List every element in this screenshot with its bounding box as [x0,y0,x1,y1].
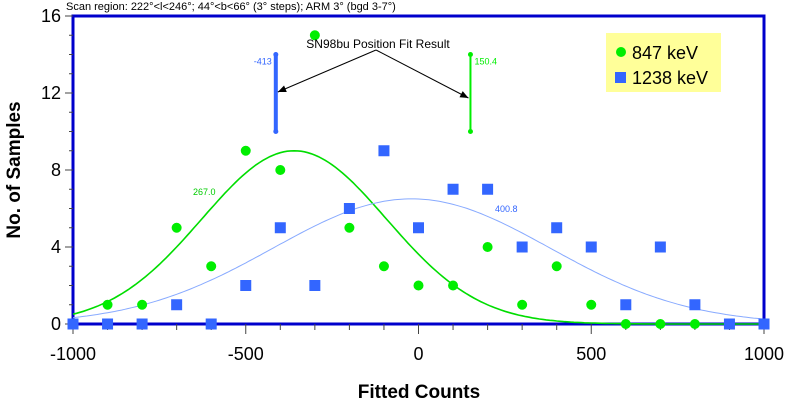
y-tick-label: 0 [51,314,61,334]
data-point-1238 [654,241,666,253]
data-point-1238 [343,203,355,214]
data-point-1238 [274,222,286,234]
data-point-1238 [205,318,217,330]
data-point-1238 [240,280,252,291]
error-bar-cap [273,129,279,134]
data-point-847 [413,280,424,291]
data-point-847 [689,319,700,329]
fit-width-label-847: 267.0 [193,187,216,197]
x-tick-label: 500 [576,344,606,364]
data-point-1238 [482,183,494,195]
data-point-847 [240,145,251,156]
data-point-1238 [689,299,701,311]
legend-label-1238: 1238 keV [632,68,708,88]
data-point-1238 [620,299,632,311]
data-point-847 [206,261,217,272]
data-point-847 [309,30,320,41]
legend: 847 keV 1238 keV [606,33,721,92]
fit-curve-0 [72,149,764,325]
x-tick-label: 0 [413,344,423,364]
data-point-847 [551,261,562,272]
data-point-847 [517,299,528,310]
data-point-1238 [551,222,563,234]
data-point-847 [137,299,148,310]
y-tick-label: 16 [41,6,61,26]
x-tick-label: -1000 [50,344,96,364]
position-fit-label-0: -413 [254,57,272,67]
data-point-1238 [136,318,148,330]
data-point-847 [102,299,113,310]
data-point-1238 [723,318,735,330]
data-point-1238 [585,241,597,253]
error-bar-cap [273,52,279,57]
y-tick-label: 4 [51,237,61,257]
data-point-847 [655,319,666,329]
data-point-847 [275,165,286,175]
data-point-1238 [447,183,459,195]
data-point-847 [171,222,182,233]
data-point-1238 [758,318,770,330]
y-tick-label: 12 [41,83,61,103]
annotation-arrow [277,49,377,93]
data-point-1238 [413,222,424,234]
legend-marker-1238 [615,72,626,83]
chart-title: Scan region: 222°<l<246°; 44°<b<66° (3° … [66,1,396,13]
arrowhead [277,85,287,92]
legend-marker-847 [616,47,626,57]
data-point-847 [378,261,389,272]
data-point-1238 [378,145,390,157]
data-point-1238 [102,318,114,330]
error-bar-cap [467,52,473,57]
y-axis-label: No. of Samples [4,101,25,238]
data-point-847 [586,299,597,310]
y-tick-label: 8 [51,160,61,180]
data-point-1238 [67,318,79,330]
legend-label-847: 847 keV [632,43,698,63]
fit-curve-1 [72,198,765,320]
data-point-1238 [171,299,183,311]
fit-width-label-1238: 400.8 [495,204,518,214]
data-point-847 [448,280,459,291]
x-axis-label: Fitted Counts [358,382,480,401]
data-point-847 [620,319,631,329]
data-point-1238 [516,241,528,253]
error-bar-cap [467,129,473,134]
arrowhead [459,91,469,98]
position-fit-label-1: 150.4 [474,57,497,67]
x-tick-label: 1000 [744,344,784,364]
annotation-arrow [375,49,469,99]
x-tick-label: -500 [228,344,264,364]
annotation-text: SN98bu Position Fit Result [306,37,450,51]
data-point-847 [482,242,493,252]
data-point-847 [344,222,355,233]
data-point-1238 [309,280,321,291]
